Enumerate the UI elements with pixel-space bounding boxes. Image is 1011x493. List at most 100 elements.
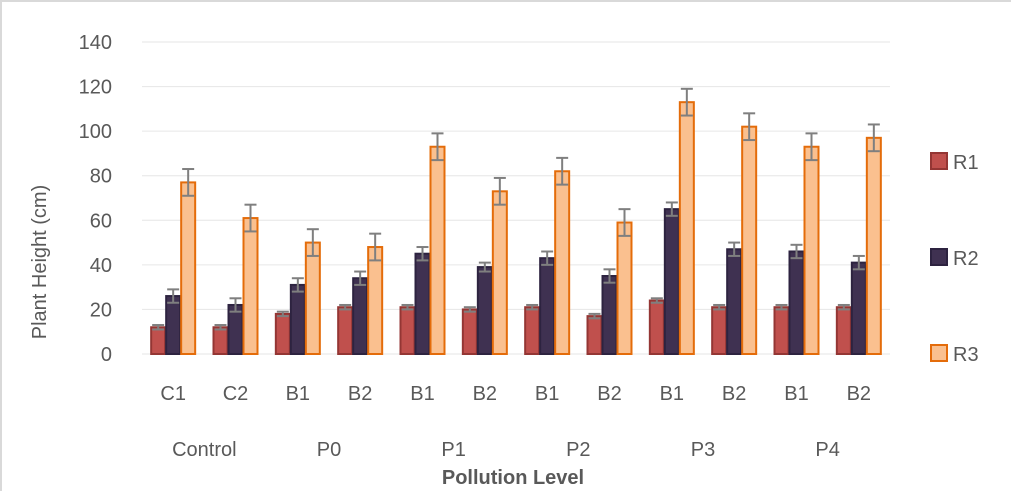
x-tick-label: B2 bbox=[473, 383, 497, 405]
error-bar bbox=[167, 288, 180, 304]
y-tick-label: 20 bbox=[90, 299, 112, 321]
error-bar bbox=[837, 303, 850, 311]
group-labels: Control P0 P1 P2 P3 P4 bbox=[172, 439, 840, 461]
error-bar bbox=[743, 112, 756, 142]
bar-r1 bbox=[773, 306, 790, 356]
bar-r3 bbox=[741, 125, 758, 355]
error-bar bbox=[790, 243, 803, 260]
y-tick-label: 120 bbox=[79, 77, 112, 99]
bar-r3 bbox=[865, 136, 882, 355]
bar-r2 bbox=[539, 257, 556, 355]
error-bar bbox=[431, 132, 444, 162]
bar-r1 bbox=[337, 306, 354, 356]
group-label: P0 bbox=[317, 439, 341, 461]
error-bar bbox=[618, 208, 631, 237]
error-bar bbox=[478, 261, 491, 273]
x-tick-label: B2 bbox=[597, 383, 621, 405]
bar-r3 bbox=[491, 190, 508, 355]
bar-r1 bbox=[274, 312, 291, 355]
bar-r2 bbox=[289, 283, 306, 355]
legend-swatch bbox=[930, 344, 948, 362]
y-tick-label: 100 bbox=[79, 121, 112, 143]
x-tick-label: B1 bbox=[535, 383, 559, 405]
legend-label: R1 bbox=[953, 152, 979, 174]
y-tick-label: 40 bbox=[90, 255, 112, 277]
error-bar bbox=[852, 254, 865, 271]
group-label: P1 bbox=[441, 439, 465, 461]
error-bar bbox=[229, 297, 242, 313]
bar-r3 bbox=[616, 221, 633, 355]
x-tick-label: B2 bbox=[847, 383, 871, 405]
error-bar bbox=[306, 228, 319, 257]
group-label: P4 bbox=[815, 439, 839, 461]
bar-r1 bbox=[586, 315, 603, 356]
bar-r2 bbox=[476, 266, 493, 356]
legend-swatch bbox=[930, 152, 948, 170]
y-tick-label: 60 bbox=[90, 210, 112, 232]
error-bar bbox=[805, 132, 818, 162]
bar-r2 bbox=[850, 261, 867, 355]
x-tick-label: B1 bbox=[784, 383, 808, 405]
error-bar bbox=[680, 87, 693, 117]
bar-r2 bbox=[414, 252, 431, 355]
error-bar bbox=[339, 303, 352, 311]
y-tick-label: 80 bbox=[90, 166, 112, 188]
error-bar bbox=[416, 246, 429, 262]
bar-r1 bbox=[150, 326, 167, 355]
bars bbox=[150, 101, 882, 356]
bar-r3 bbox=[180, 181, 197, 355]
x-tick-label: C1 bbox=[160, 383, 186, 405]
bar-r3 bbox=[242, 217, 259, 355]
y-tick-label: 0 bbox=[101, 344, 112, 366]
bar-r3 bbox=[304, 241, 321, 355]
bar-r2 bbox=[663, 208, 680, 355]
group-label: Control bbox=[172, 439, 236, 461]
error-bar bbox=[291, 277, 304, 293]
error-bar bbox=[354, 270, 367, 286]
bar-r1 bbox=[835, 306, 852, 356]
error-bar bbox=[556, 156, 569, 186]
legend-item-r1: R1 bbox=[930, 152, 979, 174]
legend-swatch bbox=[930, 248, 948, 266]
error-bar bbox=[214, 324, 227, 331]
error-bar bbox=[401, 303, 414, 311]
y-axis-ticks: 0 20 40 60 80 100 120 140 bbox=[79, 32, 112, 366]
legend: R1 R2 R3 bbox=[930, 152, 979, 366]
x-axis-title: Pollution Level bbox=[442, 467, 584, 489]
error-bar bbox=[713, 303, 726, 311]
bar-r1 bbox=[524, 306, 541, 356]
gridlines bbox=[142, 41, 890, 355]
error-bar bbox=[541, 250, 554, 266]
bar-r1 bbox=[399, 306, 416, 356]
error-bar bbox=[775, 303, 788, 311]
legend-label: R3 bbox=[953, 344, 979, 366]
bar-r1 bbox=[648, 299, 665, 355]
x-tick-label: B1 bbox=[660, 383, 684, 405]
y-axis-title: Plant Height (cm) bbox=[29, 185, 51, 340]
bar-r3 bbox=[678, 101, 695, 355]
bar-r1 bbox=[711, 306, 728, 356]
bar-r3 bbox=[367, 246, 384, 355]
error-bar bbox=[603, 268, 616, 284]
error-bar bbox=[152, 324, 165, 331]
error-bar bbox=[276, 310, 289, 318]
bar-r2 bbox=[788, 250, 805, 355]
error-bar bbox=[867, 123, 880, 153]
bar-r1 bbox=[212, 326, 229, 355]
error-bar bbox=[526, 303, 539, 311]
error-bar bbox=[665, 201, 678, 217]
x-tick-label: C2 bbox=[223, 383, 249, 405]
bar-r2 bbox=[352, 277, 369, 356]
x-tick-label: B1 bbox=[410, 383, 434, 405]
error-bar bbox=[588, 312, 601, 320]
error-bar bbox=[463, 306, 476, 313]
bar-r3 bbox=[803, 145, 820, 355]
legend-item-r3: R3 bbox=[930, 344, 979, 366]
legend-label: R2 bbox=[953, 248, 979, 270]
bar-r2 bbox=[165, 295, 182, 355]
group-label: P2 bbox=[566, 439, 590, 461]
y-tick-label: 140 bbox=[79, 32, 112, 54]
error-bar bbox=[728, 241, 741, 257]
x-tick-label: B1 bbox=[286, 383, 310, 405]
